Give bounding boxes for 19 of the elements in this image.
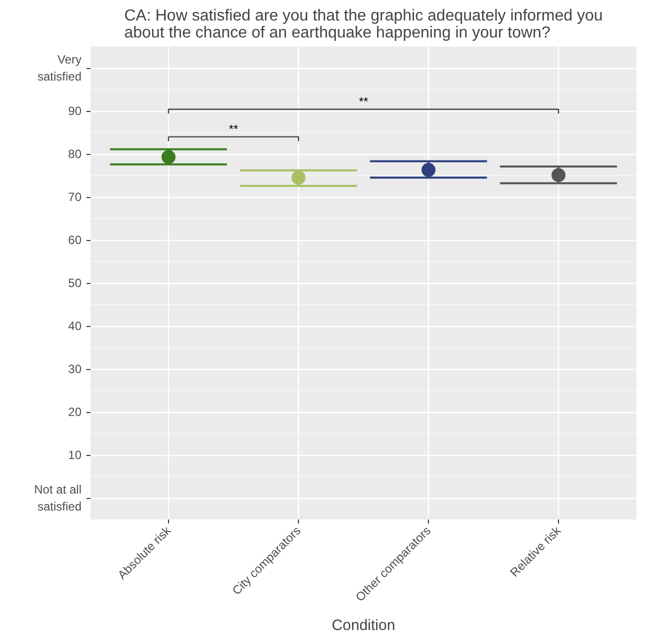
annotation: **: [228, 122, 238, 136]
annotation: **: [358, 94, 368, 108]
y-tick-label: Not at all satisfied: [34, 482, 82, 514]
y-tick-label: 90: [68, 104, 82, 118]
point: [422, 162, 436, 177]
y-tick-label: 70: [68, 190, 82, 204]
y-tick-label: 30: [68, 362, 82, 376]
y-tick-label: Very satisfied: [37, 52, 82, 84]
y-tick-label: 10: [68, 448, 82, 462]
y-tick-label: 40: [68, 319, 82, 333]
chart-title: CA: How satisfied are you that the graphic adequately informed you about the chance of an earthquake happening in your town?: [124, 8, 603, 42]
point: [552, 168, 566, 182]
y-tick-label: 80: [68, 147, 82, 161]
point: [292, 170, 306, 185]
y-tick-label: 60: [68, 233, 82, 247]
point: [162, 150, 176, 164]
y-tick-label: 50: [68, 276, 82, 290]
x-axis-title: Condition: [332, 617, 396, 634]
y-tick-label: 20: [68, 405, 82, 419]
